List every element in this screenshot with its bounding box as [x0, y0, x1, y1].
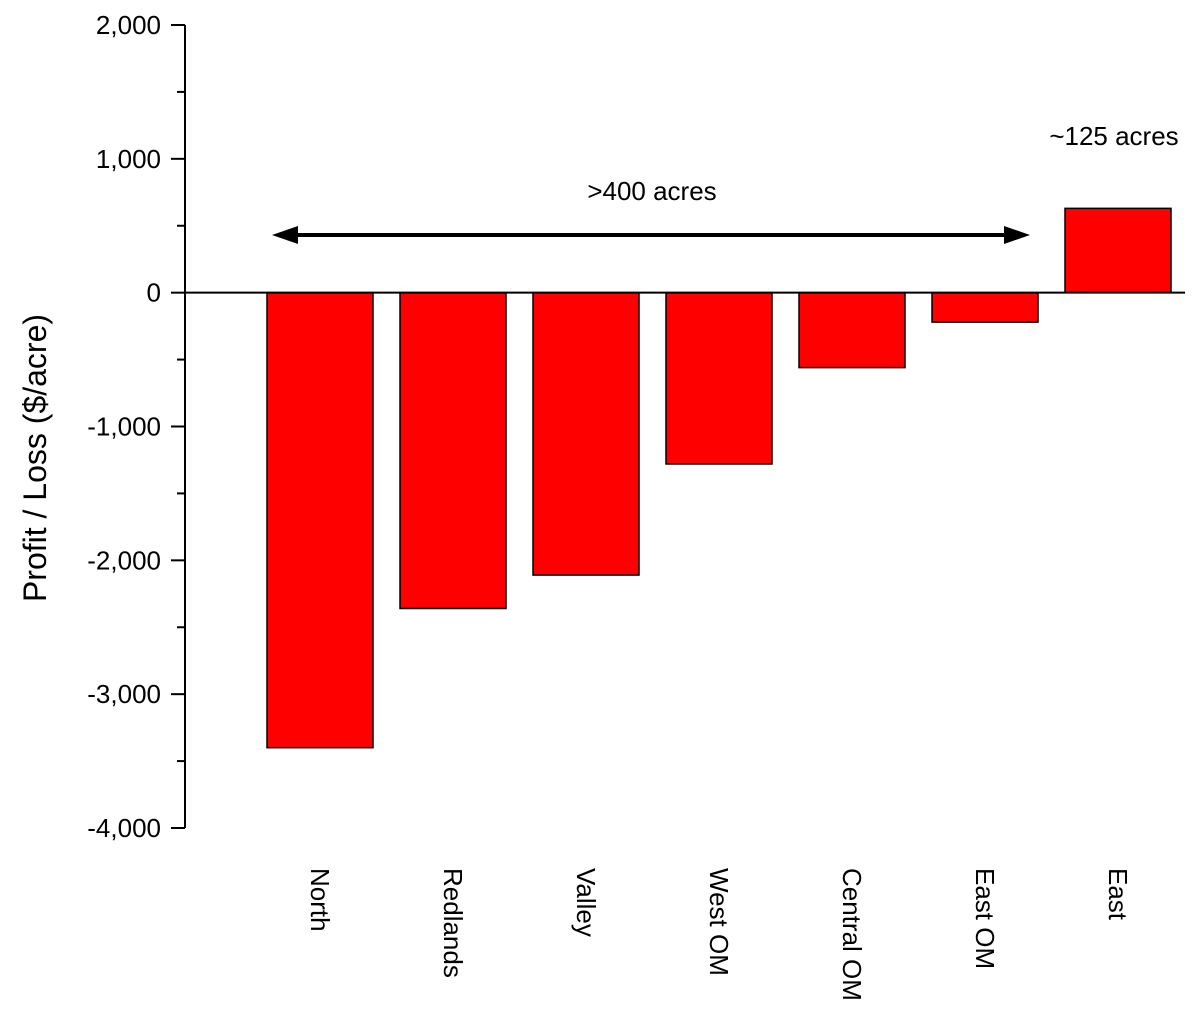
y-tick-label: -3,000 [87, 679, 161, 709]
x-category-label: West OM [704, 868, 734, 976]
bar-redlands [399, 291, 507, 610]
y-tick-label: 0 [147, 278, 161, 308]
annotation-span-label: >400 acres [587, 176, 716, 206]
x-category-label: Redlands [438, 868, 468, 978]
span-arrow-annotation [272, 226, 1030, 244]
y-tick-label: 2,000 [96, 10, 161, 40]
y-ticks-group: -4,000 -3,000 -2,000 -1,000 0 1,000 2,000 [87, 10, 185, 843]
y-tick-label: 1,000 [96, 144, 161, 174]
x-labels-group: North Redlands Valley West OM Central OM East… [305, 868, 1133, 1001]
y-tick-label: -1,000 [87, 412, 161, 442]
x-category-label: East [1103, 868, 1133, 921]
y-tick-label: -4,000 [87, 813, 161, 843]
x-category-label: Valley [571, 868, 601, 937]
bar-east-om [931, 291, 1039, 323]
bar-north [266, 291, 374, 749]
bar-east [1064, 207, 1172, 294]
x-category-label: East OM [970, 868, 1000, 969]
bars-group [266, 207, 1172, 749]
arrow-head-left [272, 226, 298, 244]
bar-central-om [798, 291, 906, 369]
y-tick-label: -2,000 [87, 545, 161, 575]
annotation-east-label: ~125 acres [1049, 121, 1178, 151]
bar-valley [532, 291, 640, 576]
bar-west-om [665, 291, 773, 465]
x-category-label: North [305, 868, 335, 932]
y-axis-title: Profit / Loss ($/acre) [17, 314, 53, 602]
x-category-label: Central OM [837, 868, 867, 1001]
arrow-head-right [1004, 226, 1030, 244]
